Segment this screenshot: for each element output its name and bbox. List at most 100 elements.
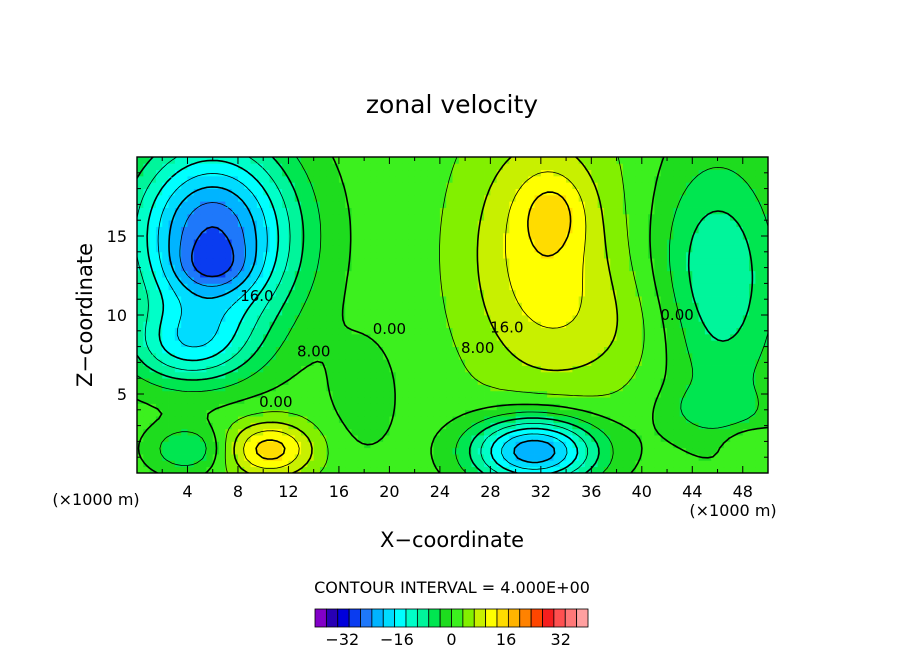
field-cell <box>338 239 346 246</box>
field-cell <box>389 390 397 398</box>
field-cell <box>433 270 441 278</box>
field-cell <box>490 232 498 240</box>
field-cell <box>427 422 434 430</box>
field-cell <box>692 194 699 202</box>
field-cell <box>200 352 207 360</box>
field-cell <box>591 220 599 227</box>
field-cell <box>364 371 371 379</box>
field-cell <box>357 258 365 265</box>
field-cell <box>496 416 504 423</box>
field-cell <box>452 188 460 196</box>
field-cell <box>370 346 378 354</box>
field-cell <box>187 378 195 385</box>
field-cell <box>723 308 731 316</box>
field-cell <box>559 460 567 468</box>
field-cell <box>162 220 169 227</box>
field-cell <box>414 384 422 392</box>
field-cell <box>572 264 580 272</box>
field-cell <box>654 258 662 265</box>
field-cell <box>749 409 756 417</box>
field-cell <box>155 283 163 291</box>
field-cell <box>490 333 498 341</box>
field-cell <box>452 289 460 297</box>
field-cell <box>458 296 466 303</box>
field-cell <box>572 220 580 227</box>
field-cell <box>332 213 340 221</box>
field-cell <box>402 403 409 411</box>
field-cell <box>578 163 586 171</box>
field-cell <box>515 397 523 404</box>
field-cell <box>471 422 479 430</box>
field-cell <box>458 226 466 234</box>
field-cell <box>269 409 277 417</box>
field-cell <box>723 416 731 423</box>
field-cell <box>402 346 409 354</box>
field-cell <box>420 409 428 417</box>
field-cell <box>383 384 390 392</box>
field-cell <box>187 232 195 240</box>
field-cell <box>673 283 681 291</box>
field-cell <box>465 308 472 316</box>
field-cell <box>761 365 768 373</box>
field-cell <box>730 454 737 461</box>
field-cell <box>307 289 315 297</box>
field-cell <box>408 435 416 442</box>
field-cell <box>477 403 485 411</box>
field-cell <box>679 454 687 461</box>
field-cell <box>357 466 365 473</box>
field-cell <box>484 352 491 360</box>
field-cell <box>338 403 346 411</box>
field-cell <box>629 182 636 189</box>
field-cell <box>212 359 220 366</box>
field-cell <box>477 277 485 284</box>
field-cell <box>364 302 371 310</box>
field-cell <box>679 169 687 177</box>
field-cell <box>673 403 681 411</box>
field-cell <box>641 302 649 310</box>
field-cell <box>521 390 529 398</box>
field-cell <box>654 352 662 360</box>
field-cell <box>149 428 157 436</box>
field-cell <box>749 390 756 398</box>
field-cell <box>559 371 567 379</box>
field-cell <box>256 232 264 240</box>
field-cell <box>736 308 744 316</box>
field-cell <box>547 213 554 221</box>
field-cell <box>143 251 151 259</box>
field-cell <box>723 371 731 379</box>
field-cell <box>685 416 693 423</box>
field-cell <box>458 213 466 221</box>
field-cell <box>263 466 270 473</box>
field-cell <box>654 315 662 322</box>
field-cell <box>458 321 466 329</box>
field-cell <box>502 283 510 291</box>
field-cell <box>490 226 498 234</box>
field-cell <box>521 460 529 468</box>
field-cell <box>319 283 327 291</box>
field-cell <box>635 226 643 234</box>
field-cell <box>357 308 365 316</box>
field-cell <box>660 371 668 379</box>
field-cell <box>698 409 706 417</box>
field-cell <box>219 397 226 404</box>
field-cell <box>376 371 384 379</box>
field-cell <box>200 397 207 404</box>
field-cell <box>326 428 334 436</box>
field-cell <box>572 340 580 347</box>
field-cell <box>383 371 390 379</box>
field-cell <box>446 352 453 360</box>
field-cell <box>667 245 674 253</box>
field-cell <box>307 169 315 177</box>
field-cell <box>212 251 220 259</box>
field-cell <box>641 378 649 385</box>
field-cell <box>673 454 681 461</box>
field-cell <box>654 245 662 253</box>
field-cell <box>250 296 258 303</box>
field-cell <box>376 245 384 253</box>
field-cell <box>402 283 409 291</box>
field-cell <box>376 194 384 202</box>
field-cell <box>654 188 662 196</box>
field-cell <box>458 409 466 417</box>
field-cell <box>704 428 712 436</box>
field-cell <box>679 352 687 360</box>
